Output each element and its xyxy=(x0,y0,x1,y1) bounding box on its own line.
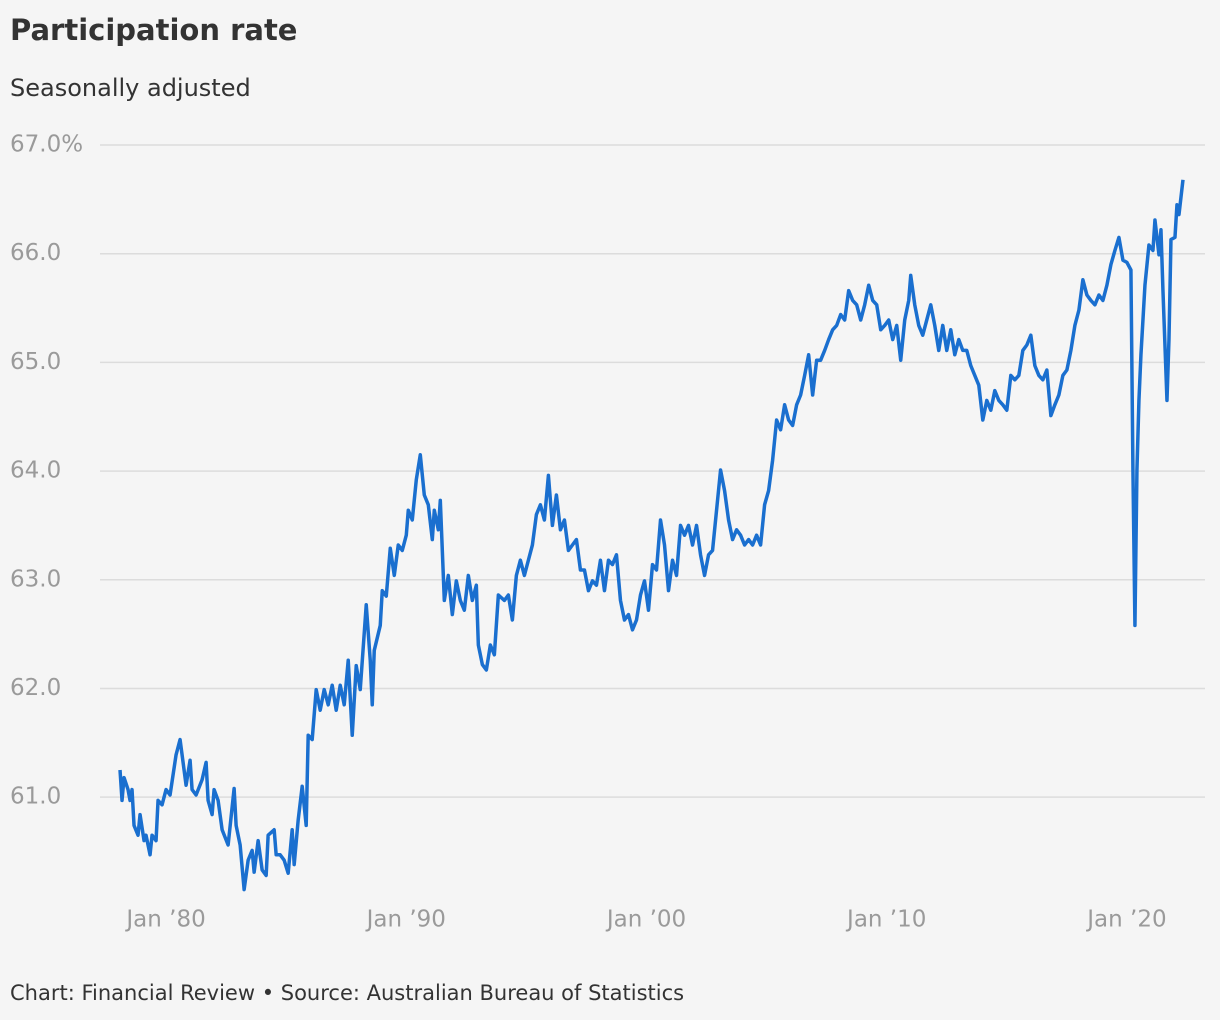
y-tick-label: 67.0% xyxy=(10,132,83,158)
y-tick-label: 63.0 xyxy=(10,566,61,592)
x-tick-label: Jan ’90 xyxy=(365,907,446,933)
chart-subtitle: Seasonally adjusted xyxy=(10,74,251,102)
chart-title: Participation rate xyxy=(10,13,297,47)
y-tick-label: 62.0 xyxy=(10,675,61,701)
x-tick-label: Jan ’80 xyxy=(124,907,205,933)
x-tick-label: Jan ’20 xyxy=(1085,907,1166,933)
y-tick-label: 66.0 xyxy=(10,240,61,266)
data-line xyxy=(118,179,1185,892)
y-tick-label: 65.0 xyxy=(10,349,61,375)
chart-source: Chart: Financial Review • Source: Austra… xyxy=(10,981,684,1005)
y-tick-label: 61.0 xyxy=(10,784,61,810)
y-tick-label: 64.0 xyxy=(10,458,61,484)
x-tick-label: Jan ’00 xyxy=(605,907,686,933)
x-tick-label: Jan ’10 xyxy=(845,907,926,933)
